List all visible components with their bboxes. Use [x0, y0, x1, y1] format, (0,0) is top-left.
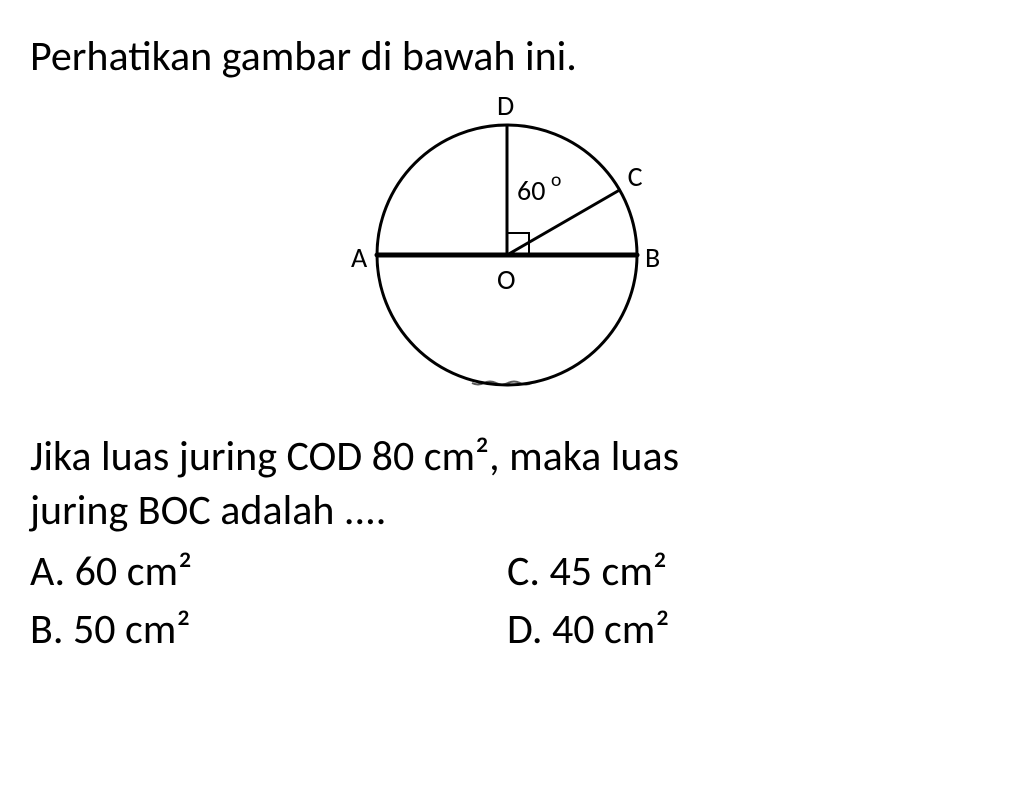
svg-text:C: C	[628, 159, 643, 194]
question-intro: Perhatikan gambar di bawah ini.	[30, 30, 984, 85]
svg-text:D: D	[497, 95, 514, 123]
option-b: B. 50 cm²	[30, 603, 507, 658]
svg-text:B: B	[645, 240, 660, 275]
svg-text:A: A	[351, 240, 368, 275]
answer-options: A. 60 cm² B. 50 cm² C. 45 cm² D. 40 cm²	[30, 545, 984, 662]
option-c: C. 45 cm²	[507, 545, 984, 600]
followup-line2: juring BOC adalah ....	[30, 484, 984, 539]
followup-line1: Jika luas juring COD 80 cm², maka luas	[30, 430, 984, 485]
question-followup: Jika luas juring COD 80 cm², maka luas j…	[30, 430, 984, 539]
geometry-diagram: 60o A B C D O	[30, 95, 984, 415]
option-a: A. 60 cm²	[30, 545, 507, 600]
svg-text:o: o	[551, 168, 561, 192]
svg-text:O: O	[497, 262, 516, 297]
svg-text:60: 60	[517, 173, 545, 208]
option-d: D. 40 cm²	[507, 603, 984, 658]
